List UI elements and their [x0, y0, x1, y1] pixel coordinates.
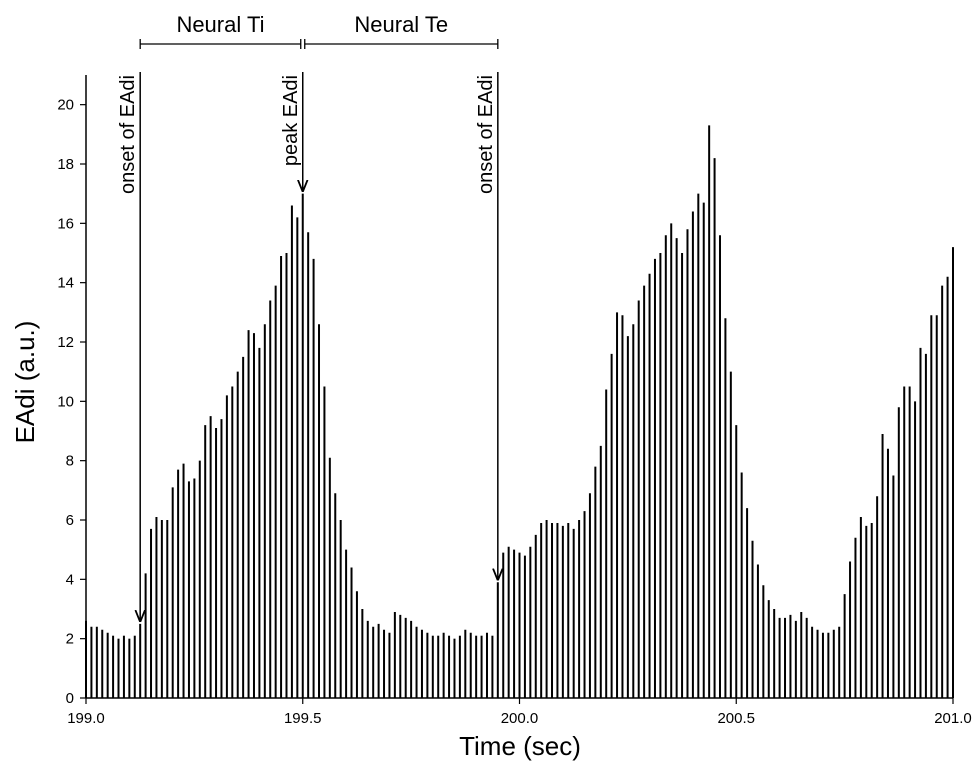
y-tick-label: 10: [57, 393, 74, 410]
x-tick-label: 199.5: [284, 710, 322, 727]
bracket-label: Neural Ti: [176, 12, 264, 37]
y-tick-label: 18: [57, 156, 74, 173]
y-tick-label: 0: [66, 690, 74, 707]
x-tick-label: 200.0: [501, 710, 539, 727]
y-tick-label: 8: [66, 453, 74, 470]
bracket-label: Neural Te: [354, 12, 448, 37]
y-tick-label: 4: [66, 571, 74, 588]
y-tick-label: 14: [57, 275, 74, 292]
y-tick-label: 16: [57, 215, 74, 232]
annotation-text: onset of EAdi: [475, 75, 497, 194]
x-axis-label: Time (sec): [459, 731, 581, 761]
y-tick-label: 2: [66, 631, 74, 648]
y-tick-label: 6: [66, 512, 74, 529]
annotation-text: onset of EAdi: [117, 75, 139, 194]
annotation-text: peak EAdi: [280, 75, 302, 166]
y-axis-label: EAdi (a.u.): [10, 321, 40, 444]
x-tick-label: 199.0: [67, 710, 105, 727]
x-tick-label: 200.5: [717, 710, 755, 727]
x-tick-label: 201.0: [934, 710, 972, 727]
y-tick-label: 20: [57, 97, 74, 114]
y-tick-label: 12: [57, 334, 74, 351]
